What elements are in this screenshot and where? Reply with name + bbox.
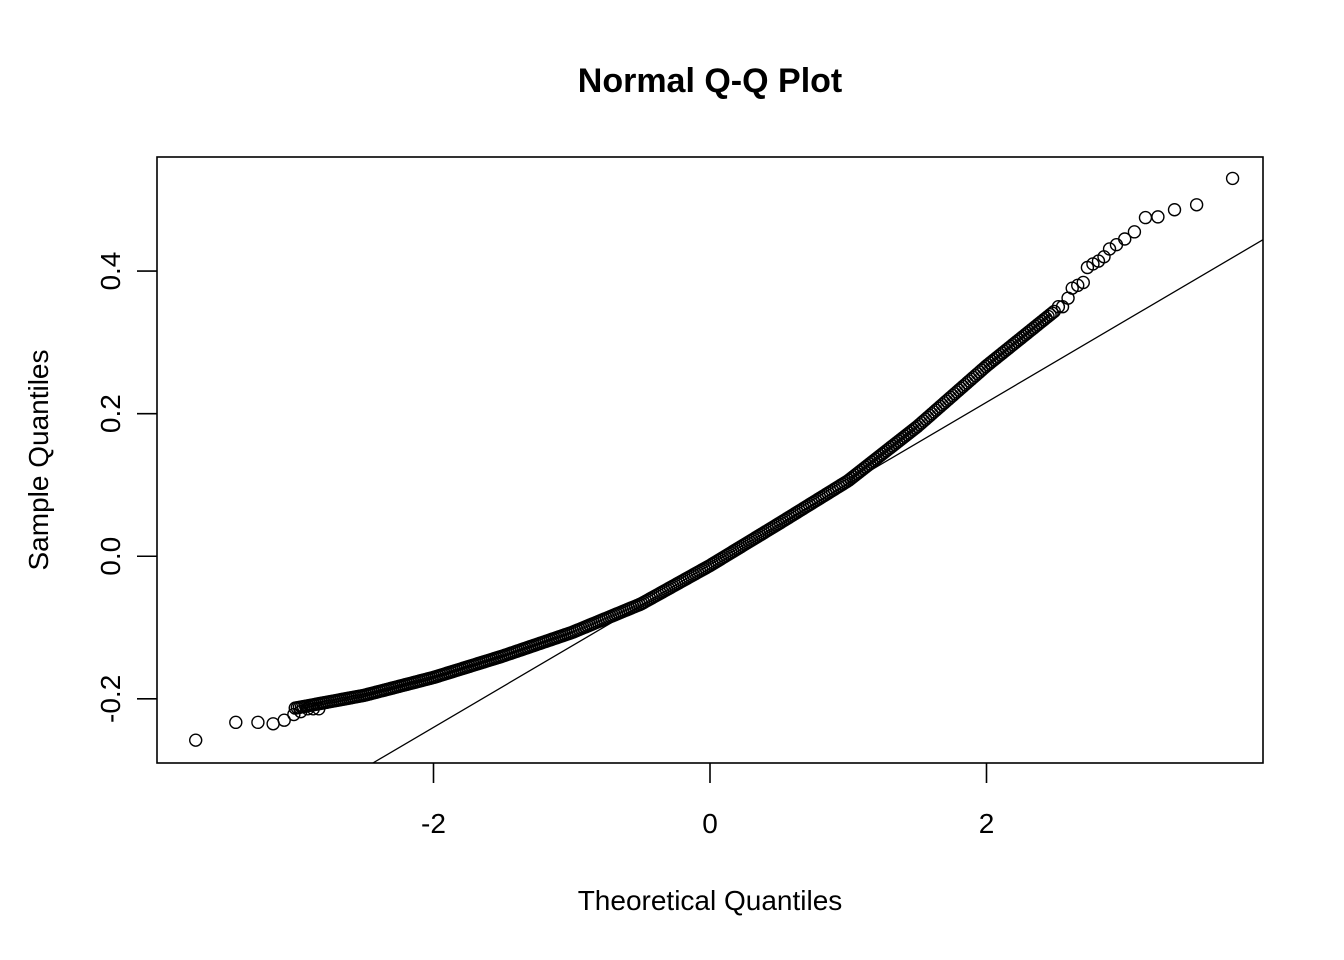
x-axis: -2 0 2 <box>421 763 994 839</box>
qq-point <box>1127 225 1142 239</box>
x-tick-label: -2 <box>421 808 446 839</box>
y-axis-label: Sample Quantiles <box>23 349 54 570</box>
qq-point <box>1076 275 1090 290</box>
qq-point <box>189 733 203 747</box>
qq-point <box>1151 210 1165 224</box>
x-tick-label: 2 <box>979 808 995 839</box>
qq-point <box>1047 304 1061 319</box>
qq-point <box>306 702 320 716</box>
x-axis-label: Theoretical Quantiles <box>578 885 843 916</box>
qq-point <box>1189 198 1204 212</box>
qq-point <box>300 702 315 716</box>
qq-point <box>1225 171 1240 186</box>
plot-frame <box>156 156 1264 764</box>
qq-point <box>1138 210 1153 225</box>
y-tick-label: 0.4 <box>95 252 126 291</box>
qq-point <box>1109 237 1124 252</box>
qq-point <box>1043 308 1057 322</box>
qq-point <box>251 715 265 730</box>
y-tick-label: 0.0 <box>95 537 126 576</box>
qq-point <box>1102 242 1117 256</box>
qq-point <box>1167 203 1182 217</box>
chart-title: Normal Q-Q Plot <box>578 62 842 100</box>
plot-area <box>189 171 1264 764</box>
y-tick-label: 0.2 <box>95 394 126 433</box>
y-axis: -0.2 0.0 0.2 0.4 <box>95 252 157 723</box>
qq-point <box>229 715 243 730</box>
qq-point <box>312 702 326 716</box>
y-tick-label: -0.2 <box>95 675 126 723</box>
qq-point <box>277 713 291 727</box>
qq-point <box>294 704 308 719</box>
qq-point <box>287 707 301 722</box>
qq-point <box>1051 300 1066 314</box>
qq-point <box>1118 232 1132 246</box>
x-tick-label: 0 <box>702 808 718 839</box>
qq-point <box>266 717 280 731</box>
